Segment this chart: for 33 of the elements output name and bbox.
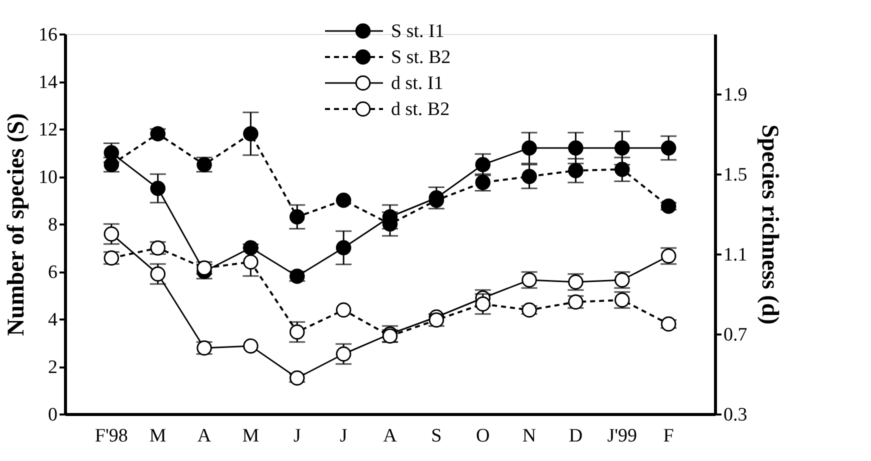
x-tick-label: A (197, 426, 212, 446)
y2-tick-label: 0.7 (724, 324, 748, 346)
y2-tick-label: 1.5 (724, 164, 748, 186)
x-tick-label: O (476, 426, 490, 446)
y-tick-label: 12 (38, 120, 58, 140)
x-tick-label: S (431, 426, 442, 446)
y-tick-label: 4 (48, 310, 58, 330)
x-tick-label: N (522, 426, 536, 446)
y-tick-label: 10 (38, 167, 58, 188)
y-axis-title: Number of species (S) (4, 113, 30, 336)
x-tick-label: M (149, 426, 166, 446)
x-tick-label: F (663, 426, 674, 446)
legend-label: S st. I1 (391, 21, 444, 42)
y2-tick-label: 1.9 (724, 84, 748, 106)
y-tick-label: 16 (38, 24, 58, 46)
legend-label: d st. B2 (391, 99, 450, 120)
y-tick-label: 8 (48, 214, 58, 236)
y2-tick-label: 0.3 (724, 404, 748, 426)
y2-tick-label: 1.1 (724, 244, 748, 266)
y-tick-label: 0 (48, 404, 58, 426)
y-tick-label: 2 (48, 357, 58, 378)
x-tick-label: J'99 (607, 426, 638, 446)
x-tick-label: M (242, 426, 260, 446)
x-tick-label: J (340, 426, 348, 446)
x-tick-label: J (293, 426, 301, 446)
x-tick-label: D (568, 426, 583, 446)
y-tick-label: 14 (38, 72, 58, 93)
x-tick-label: F'98 (94, 426, 128, 446)
legend-label: S st. B2 (391, 47, 451, 68)
legend-label: d st. I1 (391, 73, 444, 94)
x-tick-label: A (383, 426, 398, 446)
y2-axis-title: Species richness (d) (756, 124, 782, 324)
y-tick-label: 6 (48, 262, 58, 283)
